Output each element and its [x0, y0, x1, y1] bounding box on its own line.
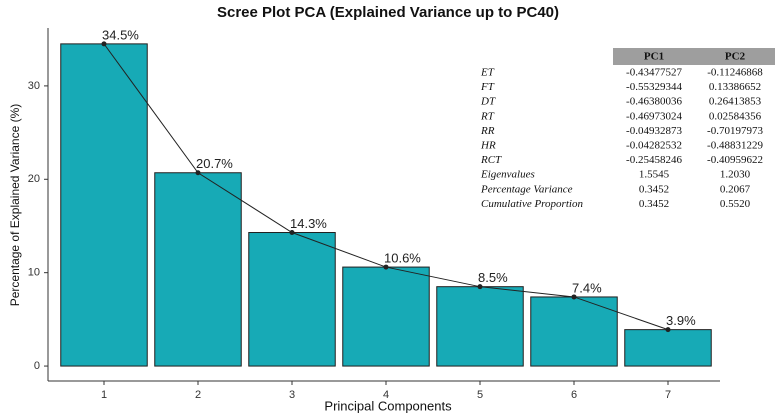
- value-label: 14.3%: [290, 216, 327, 231]
- point: [383, 264, 389, 270]
- table-row-label: Percentage Variance: [480, 183, 573, 195]
- value-label: 7.4%: [572, 280, 602, 295]
- table-cell: -0.70197973: [707, 125, 763, 137]
- table-cell: -0.25458246: [626, 154, 682, 166]
- x-tick-label: 4: [383, 389, 389, 401]
- table-cell: 0.5520: [720, 198, 751, 210]
- table-row-label: Eigenvalues: [480, 169, 535, 181]
- table-cell: 0.3452: [639, 198, 669, 210]
- x-tick-label: 3: [289, 389, 295, 401]
- table-cell: -0.40959622: [707, 154, 763, 166]
- bar: [248, 232, 336, 367]
- value-label: 3.9%: [666, 313, 696, 328]
- table-cell: -0.04282532: [626, 140, 682, 152]
- point: [289, 230, 295, 236]
- y-tick-label: 0: [34, 360, 40, 372]
- bar: [436, 286, 524, 367]
- y-tick-label: 10: [28, 267, 40, 279]
- point: [665, 327, 671, 333]
- table-row-label: HR: [480, 140, 496, 152]
- bar: [60, 43, 148, 367]
- bar: [154, 172, 242, 367]
- x-axis-label: Principal Components: [324, 398, 452, 413]
- y-tick-label: 30: [28, 80, 40, 92]
- x-tick-label: 7: [665, 389, 671, 401]
- x-tick-label: 1: [101, 389, 107, 401]
- bar: [342, 266, 430, 367]
- table-cell: -0.46380036: [626, 96, 682, 108]
- value-label: 34.5%: [102, 27, 139, 42]
- table-cell: 1.5545: [639, 169, 670, 181]
- table-cell: 0.13386652: [709, 81, 761, 93]
- table-row-label: FT: [480, 81, 495, 93]
- table-header: PC1: [644, 51, 664, 63]
- table-header-bg: [613, 48, 775, 65]
- chart-title: Scree Plot PCA (Explained Variance up to…: [217, 4, 559, 21]
- table-cell: 0.2067: [720, 183, 751, 195]
- table-cell: -0.55329344: [626, 81, 682, 93]
- value-label: 20.7%: [196, 156, 233, 171]
- table-cell: 0.3452: [639, 183, 669, 195]
- table-cell: -0.43477527: [626, 67, 682, 79]
- y-axis-label: Percentage of Explained Variance (%): [8, 104, 22, 307]
- table-cell: 1.2030: [720, 169, 751, 181]
- point: [101, 41, 107, 47]
- table-cell: 0.02584356: [709, 110, 762, 122]
- point: [571, 294, 577, 300]
- table-row-label: RT: [480, 110, 495, 122]
- table-header: PC2: [725, 51, 746, 63]
- table-row-label: RCT: [480, 154, 502, 166]
- value-label: 10.6%: [384, 251, 421, 266]
- x-tick-label: 5: [477, 389, 483, 401]
- table-row-label: ET: [480, 67, 495, 79]
- bar: [624, 329, 712, 367]
- y-tick-label: 20: [28, 173, 40, 185]
- table-cell: -0.46973024: [626, 110, 682, 122]
- table-cell: -0.48831229: [707, 140, 763, 152]
- x-tick-label: 2: [195, 389, 201, 401]
- table-cell: 0.26413853: [709, 96, 762, 108]
- point: [195, 170, 201, 176]
- table-row-label: Cumulative Proportion: [481, 198, 583, 210]
- x-tick-label: 6: [571, 389, 577, 401]
- table-row-label: DT: [480, 96, 496, 108]
- value-label: 8.5%: [478, 270, 508, 285]
- point: [477, 284, 483, 290]
- table-cell: -0.11246868: [707, 67, 763, 79]
- table-row-label: RR: [480, 125, 495, 137]
- table-cell: -0.04932873: [626, 125, 682, 137]
